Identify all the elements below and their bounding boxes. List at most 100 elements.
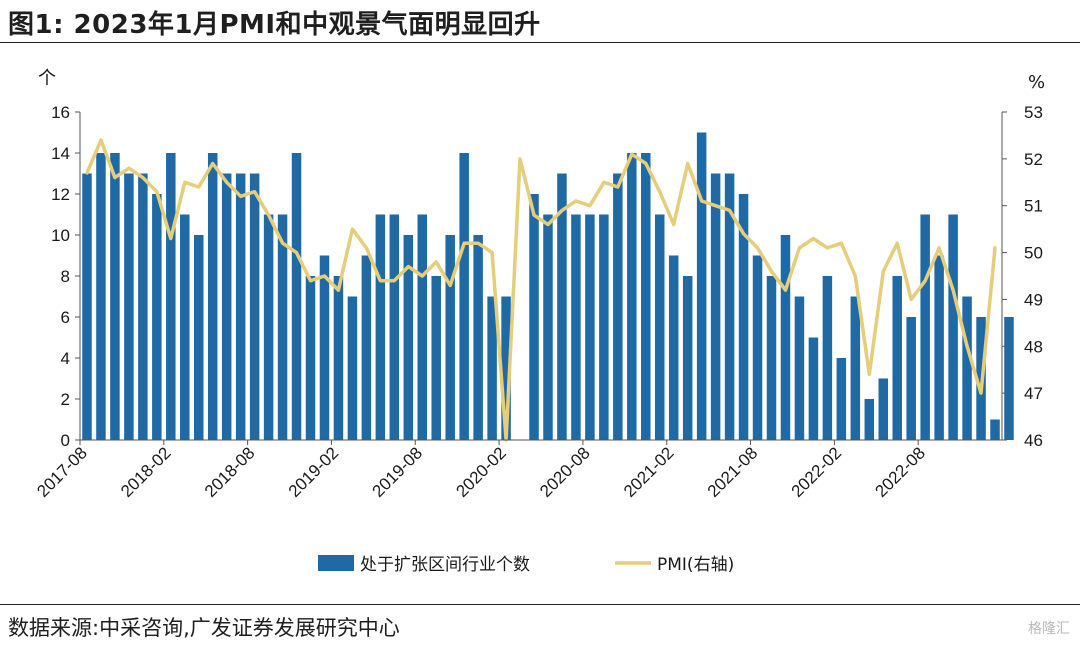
right-tick-label: 52 bbox=[1024, 150, 1043, 169]
bar-2022-03 bbox=[850, 296, 861, 440]
bar-2021-07 bbox=[738, 194, 749, 440]
bar-2020-05 bbox=[543, 214, 553, 440]
bar-series bbox=[82, 132, 1014, 440]
bar-2021-11 bbox=[794, 296, 805, 440]
right-tick-label: 53 bbox=[1024, 103, 1043, 122]
bar-2021-03 bbox=[682, 276, 693, 440]
x-tick-label: 2018-08 bbox=[201, 443, 259, 501]
right-tick-label: 49 bbox=[1024, 290, 1043, 309]
left-y-axis: 0 2 4 6 8 10 12 14 16 bbox=[51, 103, 81, 450]
chart-title: 图1: 2023年1月PMI和中观景气面明显回升 bbox=[8, 10, 541, 40]
left-tick-label: 10 bbox=[51, 226, 70, 245]
bar-2020-04 bbox=[529, 194, 539, 440]
left-tick-label: 4 bbox=[61, 349, 70, 368]
right-y-axis: 46 47 48 49 50 51 52 53 bbox=[1001, 103, 1043, 450]
bar-2021-02 bbox=[668, 255, 679, 440]
bar-2021-06 bbox=[724, 173, 735, 440]
right-tick-label: 46 bbox=[1024, 431, 1043, 450]
bar-2019-07 bbox=[403, 235, 414, 440]
bar-2022-09 bbox=[934, 255, 944, 440]
bar-2017-10 bbox=[110, 153, 120, 440]
bar-2023-01 bbox=[990, 419, 1000, 440]
bar-undefined bbox=[1004, 317, 1014, 440]
bar-2021-08 bbox=[752, 255, 763, 440]
bar-2020-09 bbox=[599, 214, 609, 440]
legend-bar-label: 处于扩张区间行业个数 bbox=[360, 555, 530, 575]
bar-2018-01 bbox=[152, 194, 162, 440]
title-divider bbox=[0, 42, 1080, 43]
bar-2019-09 bbox=[431, 276, 441, 440]
bar-2019-02 bbox=[333, 276, 344, 440]
bar-2018-08 bbox=[249, 173, 260, 440]
left-tick-label: 16 bbox=[51, 103, 70, 122]
bar-2018-09 bbox=[263, 214, 274, 440]
x-tick-label: 2020-08 bbox=[536, 443, 594, 501]
source-divider bbox=[0, 604, 1080, 605]
x-tick-label: 2017-08 bbox=[33, 443, 91, 501]
bar-2018-11 bbox=[291, 153, 302, 440]
bar-2020-08 bbox=[585, 214, 595, 440]
bar-2022-06 bbox=[892, 276, 902, 440]
bar-2017-08 bbox=[82, 173, 92, 440]
left-tick-label: 14 bbox=[51, 144, 70, 163]
bar-2017-11 bbox=[124, 173, 134, 440]
bar-2020-06 bbox=[557, 173, 567, 440]
bar-2019-12 bbox=[473, 235, 483, 440]
bar-2022-08 bbox=[920, 214, 930, 440]
pmi-line bbox=[85, 138, 997, 442]
bar-2021-04 bbox=[696, 132, 707, 440]
bar-2018-03 bbox=[180, 214, 190, 440]
bar-2018-04 bbox=[193, 235, 204, 440]
x-tick-label: 2019-02 bbox=[285, 443, 343, 501]
bar-2021-10 bbox=[780, 235, 791, 440]
x-tick-label: 2019-08 bbox=[369, 443, 427, 501]
bar-2020-01 bbox=[487, 296, 497, 440]
left-tick-label: 0 bbox=[61, 431, 70, 450]
right-tick-label: 50 bbox=[1024, 244, 1043, 263]
bar-2021-05 bbox=[710, 173, 721, 440]
x-tick-label: 2021-02 bbox=[620, 443, 678, 501]
bar-2020-10 bbox=[613, 173, 623, 440]
bar-2020-12 bbox=[641, 153, 651, 440]
bar-2018-07 bbox=[235, 173, 246, 440]
right-tick-label: 51 bbox=[1024, 197, 1043, 216]
bar-2021-09 bbox=[766, 276, 777, 440]
bar-2019-06 bbox=[389, 214, 400, 440]
bar-2022-10 bbox=[948, 214, 958, 440]
x-tick-label: 2020-02 bbox=[452, 443, 510, 501]
bar-2017-12 bbox=[138, 173, 148, 440]
right-tick-label: 48 bbox=[1024, 337, 1043, 356]
bar-2018-06 bbox=[221, 173, 232, 440]
bar-2019-03 bbox=[347, 296, 358, 440]
x-tick-label: 2022-02 bbox=[788, 443, 846, 501]
bar-2022-04 bbox=[864, 399, 875, 440]
x-tick-label: 2021-08 bbox=[704, 443, 762, 501]
left-tick-label: 8 bbox=[61, 267, 70, 286]
legend-line-label: PMI(右轴) bbox=[657, 555, 734, 575]
bar-2018-02 bbox=[166, 153, 176, 440]
bar-2019-10 bbox=[445, 235, 455, 440]
bar-2020-07 bbox=[571, 214, 581, 440]
bar-2018-10 bbox=[277, 214, 288, 440]
bar-2019-04 bbox=[361, 255, 372, 440]
bar-2019-11 bbox=[459, 153, 469, 440]
bar-2021-12 bbox=[808, 337, 819, 440]
left-tick-label: 6 bbox=[61, 308, 70, 327]
bar-2022-05 bbox=[878, 378, 889, 440]
bar-2019-01 bbox=[319, 255, 330, 440]
bar-2019-08 bbox=[417, 214, 428, 440]
x-tick-label: 2022-08 bbox=[871, 443, 929, 501]
left-tick-label: 2 bbox=[61, 390, 70, 409]
source-note: 数据来源:中采咨询,广发证券发展研究中心 bbox=[8, 616, 400, 640]
bar-2021-01 bbox=[654, 214, 665, 440]
bar-2022-07 bbox=[906, 317, 916, 440]
bar-2022-02 bbox=[836, 358, 847, 440]
bar-2018-05 bbox=[207, 153, 218, 440]
watermark-logo: 格隆汇 bbox=[1028, 621, 1070, 637]
bar-2022-11 bbox=[962, 296, 972, 440]
bar-2020-11 bbox=[627, 153, 637, 440]
legend: 处于扩张区间行业个数 PMI(右轴) bbox=[318, 555, 734, 575]
bar-2017-09 bbox=[96, 153, 106, 440]
bar-2020-02 bbox=[501, 296, 511, 440]
